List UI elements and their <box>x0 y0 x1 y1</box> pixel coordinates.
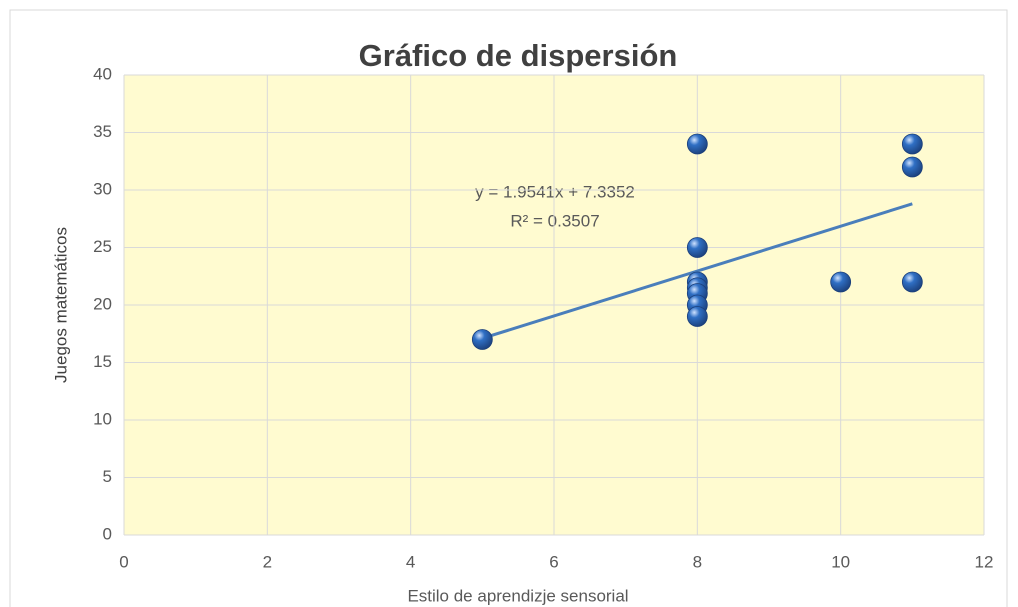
x-tick-label: 2 <box>263 552 272 571</box>
x-tick-label: 8 <box>693 552 702 571</box>
y-tick-label: 20 <box>93 294 112 313</box>
point <box>686 133 708 155</box>
y-tick-label: 35 <box>93 122 112 141</box>
point <box>686 237 708 258</box>
x-axis-label: Estilo de aprendizje sensorial <box>407 586 628 605</box>
chart-title: Gráfico de dispersión <box>359 38 678 73</box>
y-tick-label: 40 <box>93 64 112 83</box>
point <box>901 271 923 293</box>
x-tick-label: 0 <box>119 552 128 571</box>
point <box>471 329 493 350</box>
y-tick-label: 30 <box>93 179 112 198</box>
y-tick-label: 15 <box>93 352 112 371</box>
x-tick-label: 4 <box>406 552 415 571</box>
point <box>686 306 708 327</box>
y-tick-label: 0 <box>103 524 112 543</box>
x-tick-label: 12 <box>975 552 994 571</box>
x-tick-label: 6 <box>549 552 558 571</box>
y-tick-label: 10 <box>93 409 112 428</box>
x-tick-label: 10 <box>831 552 850 571</box>
y-tick-label: 5 <box>103 467 112 486</box>
point <box>830 271 852 293</box>
y-tick-label: 25 <box>93 237 112 256</box>
y-axis-label: Juegos matemáticos <box>51 227 70 383</box>
r-squared: R² = 0.3507 <box>510 211 599 230</box>
point <box>901 133 923 155</box>
trendline <box>481 202 913 340</box>
point <box>901 156 923 178</box>
trend-equation: y = 1.9541x + 7.3352 <box>475 182 635 201</box>
